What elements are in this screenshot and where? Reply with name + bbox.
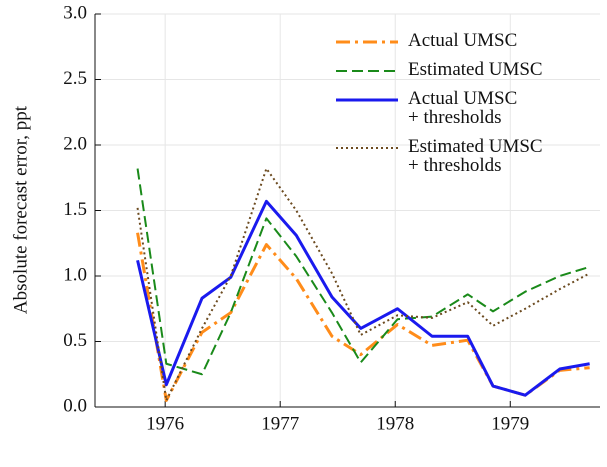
y-tick-label: 1.0: [63, 264, 87, 285]
y-tick-label: 2.5: [63, 68, 87, 89]
x-tick-label: 1978: [376, 413, 414, 434]
legend-label: Estimated UMSC: [408, 59, 543, 80]
series-line: [136, 199, 590, 397]
y-tick-label: 0.0: [63, 395, 87, 416]
series-line: [136, 167, 591, 402]
x-tick-label: 1977: [261, 413, 299, 434]
legend-label: Estimated UMSC + thresholds: [408, 136, 543, 176]
y-tick-label: 3.0: [63, 2, 87, 23]
x-tick-label: 1979: [491, 413, 529, 434]
y-tick-label: 0.5: [63, 330, 87, 351]
series-line: [136, 168, 590, 376]
series-line: [136, 232, 590, 402]
legend-label: Actual UMSC: [408, 30, 517, 51]
x-tick-label: 1976: [146, 413, 184, 434]
y-tick-label: 1.5: [63, 199, 87, 220]
y-tick-label: 2.0: [63, 133, 87, 154]
y-axis-label: Absolute forecast error, ppt: [10, 105, 31, 314]
legend-label: Actual UMSC + thresholds: [408, 88, 517, 128]
